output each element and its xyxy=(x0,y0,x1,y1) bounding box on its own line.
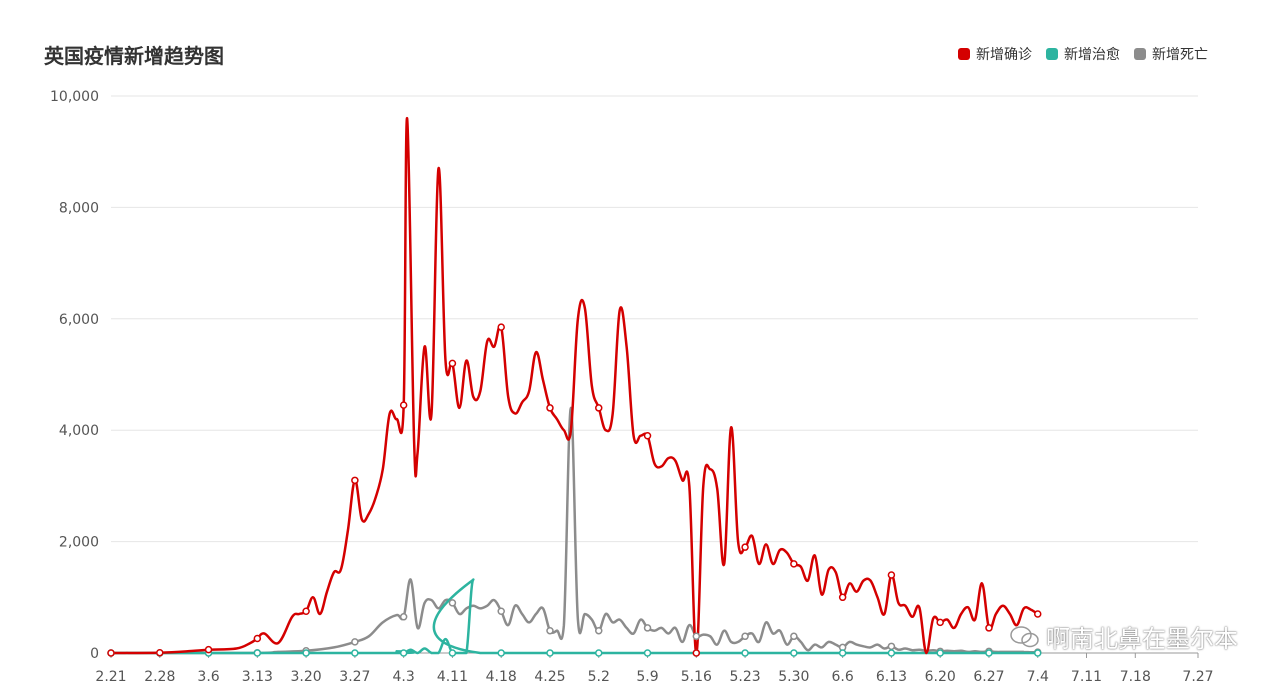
wechat-icon xyxy=(1010,625,1039,647)
x-tick-label: 6.27 xyxy=(973,669,1004,685)
x-tick-label: 5.9 xyxy=(636,669,658,685)
data-point xyxy=(936,618,944,627)
data-point xyxy=(546,626,554,635)
data-point xyxy=(497,323,505,331)
data-point xyxy=(399,401,408,409)
data-point xyxy=(741,649,749,657)
data-point xyxy=(1033,610,1042,618)
data-point xyxy=(643,432,652,440)
legend-label: 新增死亡 xyxy=(1152,47,1208,63)
data-point xyxy=(741,543,749,551)
data-point xyxy=(692,649,701,657)
y-tick-label: 2,000 xyxy=(59,535,99,551)
data-point xyxy=(741,632,749,641)
series-line-1 xyxy=(109,578,1039,655)
data-point xyxy=(887,571,896,579)
data-point xyxy=(302,649,310,657)
x-tick-label: 4.11 xyxy=(437,669,468,685)
x-tick-label: 3.27 xyxy=(339,669,370,685)
legend-label: 新增确诊 xyxy=(976,47,1032,63)
data-point xyxy=(985,649,993,657)
x-tick-label: 4.18 xyxy=(486,669,517,685)
legend-item[interactable]: 新增确诊 xyxy=(958,44,1032,64)
data-point xyxy=(1033,649,1042,657)
x-tick-label: 5.2 xyxy=(588,669,610,685)
x-tick-label: 5.23 xyxy=(729,669,760,685)
x-tick-label: 7.4 xyxy=(1027,669,1049,685)
data-point xyxy=(448,649,457,657)
data-point xyxy=(595,626,603,635)
data-point xyxy=(448,359,457,368)
y-tick-label: 8,000 xyxy=(59,200,99,216)
x-tick-label: 7.18 xyxy=(1120,669,1151,685)
data-point xyxy=(643,624,652,632)
legend-swatch xyxy=(958,48,970,60)
data-point xyxy=(887,642,896,651)
x-tick-label: 2.21 xyxy=(95,669,126,685)
x-tick-label: 3.6 xyxy=(197,669,219,685)
data-point xyxy=(253,649,262,657)
x-tick-label: 7.11 xyxy=(1071,669,1102,685)
data-point xyxy=(692,632,701,641)
data-point xyxy=(351,638,359,646)
x-tick-label: 7.27 xyxy=(1182,669,1213,685)
data-point xyxy=(546,404,554,412)
series-line-0 xyxy=(109,117,1039,655)
data-point xyxy=(936,649,944,657)
data-point xyxy=(595,649,603,657)
x-tick-label: 6.20 xyxy=(925,669,956,685)
data-point xyxy=(448,599,457,607)
y-tick-label: 6,000 xyxy=(59,312,99,328)
data-point xyxy=(497,649,505,657)
data-point xyxy=(204,645,213,654)
legend-swatch xyxy=(1134,48,1146,60)
legend-label: 新增治愈 xyxy=(1064,47,1120,63)
x-tick-label: 4.25 xyxy=(534,669,565,685)
data-point xyxy=(351,476,359,485)
data-point xyxy=(985,624,993,632)
x-tick-label: 6.6 xyxy=(832,669,854,685)
data-point xyxy=(399,613,408,621)
data-point xyxy=(546,649,554,657)
data-point xyxy=(595,404,603,412)
y-tick-label: 4,000 xyxy=(59,423,99,439)
data-point xyxy=(253,634,262,643)
legend: 新增确诊 新增治愈 新增死亡 xyxy=(958,44,1208,64)
data-point xyxy=(351,649,359,657)
y-tick-label: 0 xyxy=(90,646,99,662)
data-point xyxy=(790,649,798,657)
x-tick-label: 5.30 xyxy=(778,669,809,685)
data-point xyxy=(399,649,408,657)
data-point xyxy=(302,607,310,615)
legend-swatch xyxy=(1046,48,1058,60)
chart-title: 英国疫情新增趋势图 xyxy=(44,44,224,68)
watermark-text: 啊南北鼻在墨尔本 xyxy=(1046,625,1238,653)
x-tick-label: 4.3 xyxy=(393,669,415,685)
data-point xyxy=(497,607,505,615)
data-point xyxy=(838,649,847,657)
x-tick-label: 3.13 xyxy=(242,669,273,685)
data-point xyxy=(156,648,164,657)
series-line-2 xyxy=(109,406,1039,655)
x-tick-label: 2.28 xyxy=(144,669,175,685)
x-tick-label: 3.20 xyxy=(291,669,322,685)
data-point xyxy=(887,649,896,657)
data-point xyxy=(107,649,115,657)
legend-item[interactable]: 新增死亡 xyxy=(1134,44,1208,64)
legend-item[interactable]: 新增治愈 xyxy=(1046,44,1120,64)
data-point xyxy=(790,560,798,568)
x-tick-label: 6.13 xyxy=(876,669,907,685)
y-tick-label: 10,000 xyxy=(50,89,99,105)
data-point xyxy=(790,632,798,641)
x-tick-label: 5.16 xyxy=(681,669,712,685)
watermark: 啊南北鼻在墨尔本 xyxy=(1010,619,1238,654)
data-point xyxy=(643,649,652,657)
data-point xyxy=(838,593,847,602)
